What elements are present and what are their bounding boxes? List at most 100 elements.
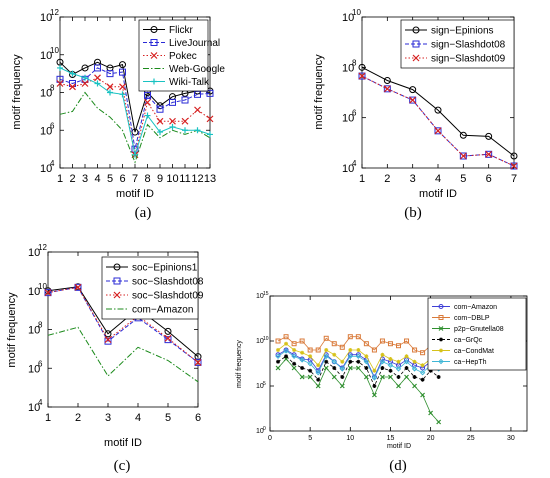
data-point [388,357,393,361]
data-point [420,377,425,382]
y-tick-label: 10 [28,325,40,337]
data-point [74,283,82,291]
data-point [315,383,321,389]
x-tick-label: 7 [132,173,138,185]
legend-label: com−Amazon [132,305,193,316]
legend-marker [439,348,443,353]
data-point [182,127,188,134]
data-point [388,374,393,380]
series-ca−GrQc [276,354,441,388]
y-tick-label: 10 [28,363,40,375]
x-tick-label: 5 [165,412,171,424]
data-point [339,365,345,371]
data-point [355,353,362,359]
x-tick-label: 13 [204,173,216,185]
x-tick-label: 8 [144,173,150,185]
series-Wiki-Talk [57,64,213,158]
y-axis-title: motif frequency [313,54,325,130]
panel-caption: (a) [135,205,152,221]
data-point [276,348,281,352]
series-sign−Slashdot09 [358,72,518,170]
legend-label: soc−Epinions1 [132,263,198,274]
data-point [275,338,281,344]
legend-label: sign−Epinions [431,26,494,37]
data-point [169,98,176,106]
legend-label: ca−CondMat [454,348,494,355]
data-point [371,392,377,398]
data-point [44,289,52,297]
series-line [361,66,515,157]
series-line [277,336,439,354]
data-point [316,363,321,368]
data-point [379,359,386,365]
data-point [412,375,417,379]
data-point [206,115,214,123]
data-point [299,357,305,363]
data-point [358,72,366,80]
legend-marker [438,358,444,365]
y-tick-label: 10 [40,50,52,62]
data-point [144,98,151,106]
y-tick-exponent: 8 [352,58,357,67]
y-tick-label: 10 [342,12,354,24]
data-point [156,105,164,113]
data-point [364,366,369,370]
legend-marker [412,26,420,34]
data-point [299,338,305,344]
data-point [363,341,369,347]
data-point [291,365,297,371]
y-tick-label: 10 [40,12,52,24]
y-tick-label: 10 [256,383,264,390]
data-point [275,353,281,359]
data-point [347,365,353,371]
y-tick-exponent: 12 [50,8,59,17]
legend-label: Flickr [169,25,194,36]
y-tick-exponent: 10 [38,282,47,291]
x-tick-label: 3 [410,173,416,185]
data-point [428,410,434,416]
data-point [459,152,467,160]
y-tick-exponent: 5 [263,381,266,387]
series-sign−Epinions [358,63,518,160]
panel-caption: (c) [114,458,131,474]
data-point [510,162,518,170]
data-point [69,70,76,77]
data-point [119,68,126,76]
data-point [291,341,297,347]
y-tick-exponent: 4 [38,398,43,407]
data-point [169,123,176,130]
data-point [434,127,442,135]
series-com−Amazon [47,326,199,383]
legend-label: p2p−Gnutella08 [454,326,504,333]
data-point [69,83,76,91]
legend-label: soc−Slashdot09 [132,291,204,302]
data-point [379,338,385,344]
x-tick-label: 3 [105,412,111,424]
data-point [206,89,214,97]
data-point [107,89,113,96]
x-axis-title: motif ID [387,443,411,450]
data-point [324,359,329,364]
x-tick-label: 30 [507,435,515,442]
y-tick-exponent: 8 [38,321,43,330]
data-point [283,347,289,353]
data-point [383,76,391,84]
data-point [56,75,64,83]
x-tick-label: 15 [387,435,395,442]
data-point [156,117,164,125]
legend-label: ca−GrQc [454,337,483,344]
series-line [277,350,439,379]
data-point [404,366,409,370]
data-point [106,83,114,91]
x-tick-label: 20 [427,435,435,442]
data-point [82,74,88,81]
data-point [420,392,426,398]
data-point [396,343,401,349]
legend-label: Pokec [169,51,197,62]
y-tick-exponent: 6 [38,359,43,368]
legend-label: Web-Google [169,64,225,75]
y-tick-exponent: 6 [50,121,55,130]
data-point [283,334,289,340]
y-tick-label: 10 [256,428,264,435]
